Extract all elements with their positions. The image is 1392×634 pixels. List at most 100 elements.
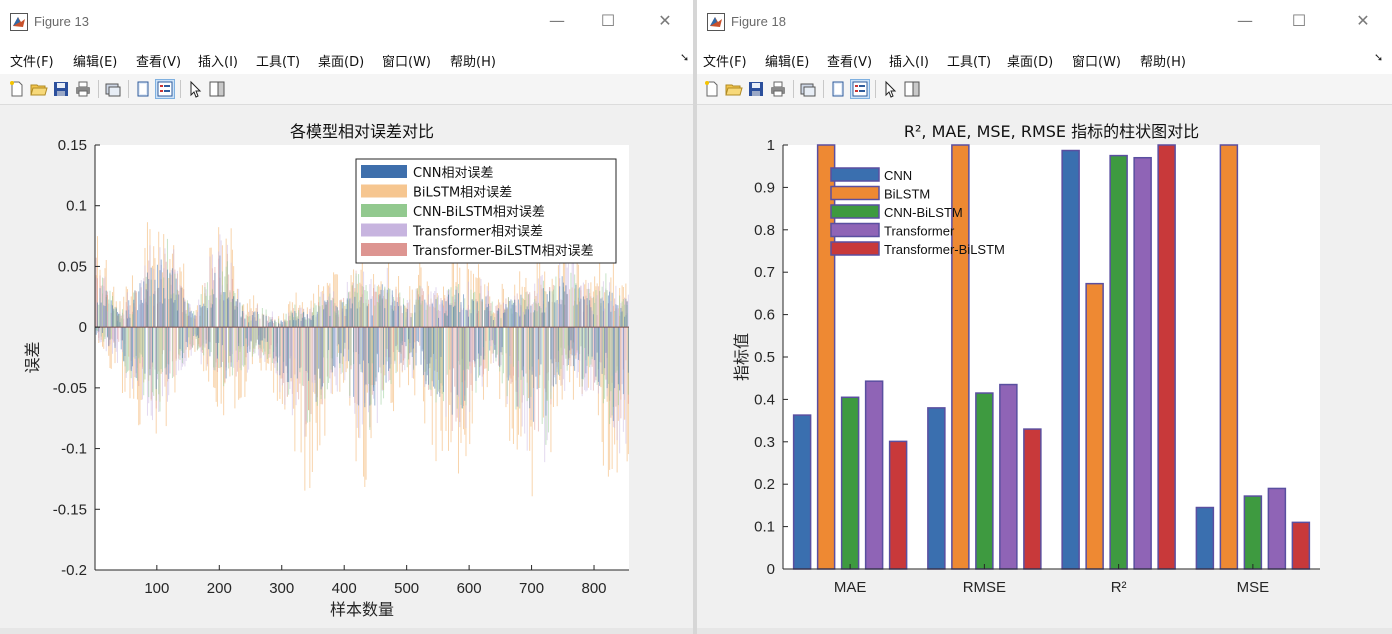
menu-desktop[interactable]: 桌面(D) bbox=[1007, 55, 1054, 70]
legend-label: CNN-BiLSTM bbox=[884, 205, 963, 220]
window-title: Figure 18 bbox=[731, 14, 786, 29]
menu-view[interactable]: 查看(V) bbox=[136, 55, 182, 70]
menu-bar: 文件(F) 编辑(E) 查看(V) 插入(I) 工具(T) 桌面(D) 窗口(W… bbox=[697, 42, 1392, 74]
save-icon[interactable] bbox=[747, 80, 765, 98]
bar-cnn-bilstm-0 bbox=[840, 396, 860, 570]
close-icon[interactable]: ✕ bbox=[1356, 11, 1370, 30]
y-axis-label: 指标值 bbox=[732, 333, 751, 381]
menu-view[interactable]: 查看(V) bbox=[827, 55, 873, 70]
figure-icon[interactable] bbox=[134, 80, 152, 98]
menu-file[interactable]: 文件(F) bbox=[703, 55, 747, 70]
minimize-icon[interactable]: — bbox=[549, 11, 565, 30]
bar-transformer-bilstm-1 bbox=[1023, 428, 1042, 570]
legend-swatch bbox=[361, 204, 407, 217]
window-separator bbox=[693, 0, 697, 634]
menu-edit[interactable]: 编辑(E) bbox=[765, 55, 810, 70]
dock-arrow-icon[interactable]: ➘ bbox=[1374, 51, 1384, 64]
y-tick-label: -0.05 bbox=[53, 380, 87, 397]
property-editor-icon[interactable] bbox=[850, 79, 870, 99]
bar-transformer-bilstm-3 bbox=[1291, 521, 1311, 570]
cursor-icon[interactable] bbox=[881, 80, 899, 98]
x-tick-label: 100 bbox=[144, 580, 169, 597]
error-bars bbox=[94, 222, 629, 497]
legend-swatch bbox=[830, 241, 880, 256]
menu-window[interactable]: 窗口(W) bbox=[1072, 55, 1121, 70]
new-file-icon[interactable] bbox=[8, 80, 26, 98]
toolbar-separator bbox=[128, 80, 129, 98]
bar-cnn-0 bbox=[792, 414, 812, 570]
maximize-icon[interactable]: ☐ bbox=[1291, 11, 1307, 30]
x-tick-label: 500 bbox=[394, 580, 419, 597]
x-tick-label: R² bbox=[1111, 579, 1127, 596]
y-tick-label: 0 bbox=[767, 561, 775, 578]
toolbar bbox=[0, 74, 693, 105]
y-tick-label: 0.1 bbox=[66, 198, 87, 215]
bar-cnn-bilstm-3 bbox=[1243, 495, 1263, 570]
legend-swatch bbox=[830, 204, 880, 219]
toolbar-separator bbox=[180, 80, 181, 98]
menu-help[interactable]: 帮助(H) bbox=[1140, 55, 1186, 70]
maximize-icon[interactable]: ☐ bbox=[600, 11, 616, 30]
dock-arrow-icon[interactable]: ➘ bbox=[680, 51, 690, 64]
property-editor-icon[interactable] bbox=[155, 79, 175, 99]
y-tick-label: 0.6 bbox=[754, 307, 775, 324]
y-tick-label: -0.2 bbox=[61, 562, 87, 579]
new-file-icon[interactable] bbox=[703, 80, 721, 98]
bar-transformer-2 bbox=[1133, 156, 1152, 570]
legend-swatch bbox=[361, 165, 407, 178]
minimize-icon[interactable]: — bbox=[1237, 11, 1253, 30]
menu-insert[interactable]: 插入(I) bbox=[889, 55, 929, 70]
save-icon[interactable] bbox=[52, 80, 70, 98]
x-tick-label: 300 bbox=[269, 580, 294, 597]
x-tick-label: 200 bbox=[207, 580, 232, 597]
menu-help[interactable]: 帮助(H) bbox=[450, 55, 496, 70]
legend-label: Transformer-BiLSTM bbox=[884, 242, 1005, 257]
matlab-icon bbox=[10, 13, 28, 31]
menu-tools[interactable]: 工具(T) bbox=[947, 55, 992, 70]
y-tick-label: 0.7 bbox=[754, 264, 775, 281]
cursor-icon[interactable] bbox=[186, 80, 204, 98]
legend-swatch bbox=[830, 185, 880, 201]
title-bar[interactable]: Figure 13 — ☐ ✕ bbox=[0, 0, 693, 42]
menu-bar: 文件(F) 编辑(E) 查看(V) 插入(I) 工具(T) 桌面(D) 窗口(W… bbox=[0, 42, 693, 112]
x-tick-label: 800 bbox=[582, 580, 607, 597]
status-bar bbox=[0, 628, 693, 634]
open-folder-icon[interactable] bbox=[725, 80, 743, 98]
legend-label: CNN-BiLSTM相对误差 bbox=[413, 205, 545, 220]
legend-label: Transformer-BiLSTM相对误差 bbox=[412, 244, 594, 259]
figure-icon[interactable] bbox=[829, 80, 847, 98]
y-tick-label: -0.15 bbox=[53, 501, 87, 518]
menu-file[interactable]: 文件(F) bbox=[10, 55, 54, 70]
legend-label: Transformer相对误差 bbox=[412, 225, 543, 240]
y-tick-label: -0.1 bbox=[61, 441, 87, 458]
status-bar bbox=[697, 628, 1392, 634]
print-icon[interactable] bbox=[769, 80, 787, 98]
x-tick-label: 600 bbox=[457, 580, 482, 597]
relative-error-chart: -0.2 -0.15 -0.1 -0.05 0 0.05 0.1 0.15 100 200 300 4… bbox=[23, 122, 629, 619]
bar-bilstm-3 bbox=[1219, 144, 1239, 570]
close-icon[interactable]: ✕ bbox=[658, 11, 672, 30]
legend-label: BiLSTM相对误差 bbox=[413, 186, 512, 201]
panel-icon[interactable] bbox=[903, 80, 921, 98]
title-bar[interactable]: Figure 18 — ☐ ✕ bbox=[697, 0, 1392, 42]
menu-desktop[interactable]: 桌面(D) bbox=[318, 55, 365, 70]
x-tick-label: 700 bbox=[519, 580, 544, 597]
legend-label: Transformer bbox=[884, 224, 955, 239]
menu-window[interactable]: 窗口(W) bbox=[382, 55, 431, 70]
menu-tools[interactable]: 工具(T) bbox=[256, 55, 301, 70]
x-tick-label: RMSE bbox=[963, 579, 1006, 596]
open-folder-icon[interactable] bbox=[30, 80, 48, 98]
menu-insert[interactable]: 插入(I) bbox=[198, 55, 238, 70]
x-tick-label: 400 bbox=[332, 580, 357, 597]
panel-icon[interactable] bbox=[208, 80, 226, 98]
y-tick-label: 0.8 bbox=[754, 222, 775, 239]
menu-edit[interactable]: 编辑(E) bbox=[73, 55, 118, 70]
y-tick-label: 0.15 bbox=[58, 137, 87, 154]
legend-swatch bbox=[830, 222, 880, 238]
link-icon[interactable] bbox=[104, 80, 122, 98]
print-icon[interactable] bbox=[74, 80, 92, 98]
toolbar-separator bbox=[793, 80, 794, 98]
figure-13-window: Figure 13 — ☐ ✕ 文件(F) 编辑(E) 查看(V) 插入(I) … bbox=[0, 0, 693, 634]
y-tick-label: 0.3 bbox=[754, 434, 775, 451]
link-icon[interactable] bbox=[799, 80, 817, 98]
